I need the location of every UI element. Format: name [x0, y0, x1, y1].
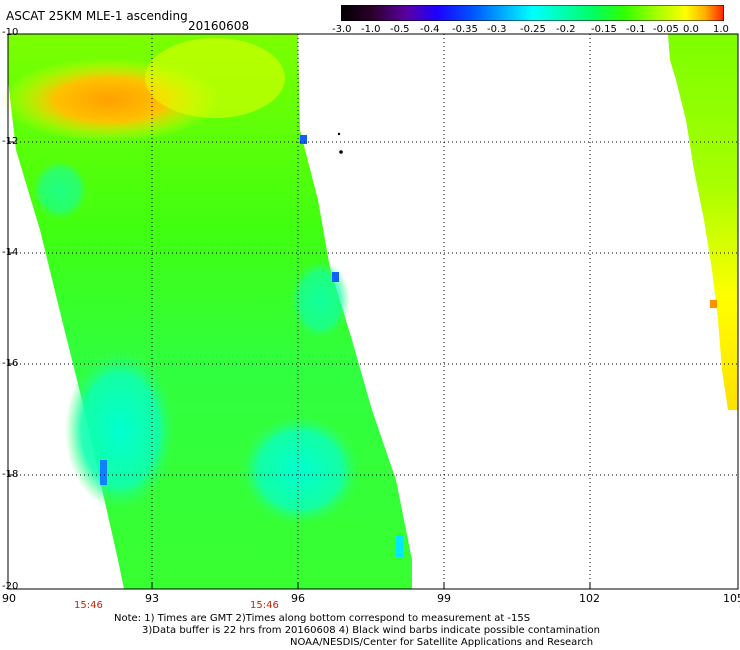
longitude-label: 96: [291, 592, 305, 605]
latitude-label: -10: [2, 27, 19, 38]
colorbar-label: -0.1: [626, 24, 646, 35]
product-date: 20160608: [188, 19, 250, 33]
low-value-area: [240, 415, 360, 525]
pass-time: 15:46: [250, 600, 279, 611]
colorbar-labels: -3.0 -1.0 -0.5 -0.4 -0.35 -0.3 -0.25 -0.…: [330, 24, 740, 38]
low-value-area: [65, 350, 175, 510]
latitude-label: -14: [2, 247, 19, 258]
colorbar-label: -0.05: [653, 24, 679, 35]
colorbar-label: -0.35: [452, 24, 478, 35]
colorbar-label: -0.25: [520, 24, 546, 35]
island-marker: [337, 132, 341, 136]
colorbar-label: -0.4: [420, 24, 440, 35]
colorbar-label: -0.5: [390, 24, 410, 35]
latitude-label: -12: [2, 136, 19, 147]
colorbar-label: -0.15: [591, 24, 617, 35]
latitude-label: -20: [2, 581, 19, 592]
low-value-area: [32, 160, 88, 220]
low-value-pixel: [300, 135, 307, 144]
low-value-pixel: [396, 535, 403, 557]
pass-time: 15:46: [74, 600, 103, 611]
longitude-label: 93: [145, 592, 159, 605]
colorbar-label: -3.0: [332, 24, 352, 35]
footnote-line: Note: 1) Times are GMT 2)Times along bot…: [114, 613, 531, 624]
low-value-pixel: [100, 460, 107, 485]
footnote-line: 3)Data buffer is 22 hrs from 20160608 4)…: [142, 625, 600, 636]
product-title: ASCAT 25KM MLE-1 ascending: [6, 9, 188, 23]
map-frame: [7, 33, 739, 590]
axis-ticks: [8, 141, 591, 589]
footnote-line: NOAA/NESDIS/Center for Satellite Applica…: [290, 637, 594, 648]
colorbar-label: 0.0: [683, 24, 699, 35]
low-value-pixel: [332, 272, 339, 282]
colorbar: [341, 5, 724, 21]
footnotes: Note: 1) Times are GMT 2)Times along bot…: [114, 613, 600, 649]
longitude-label: 102: [579, 592, 600, 605]
colorbar-label: -1.0: [361, 24, 381, 35]
longitude-label: 99: [437, 592, 451, 605]
latitude-label: -16: [2, 358, 19, 369]
high-value-pixel: [710, 300, 717, 308]
longitude-label: 105: [723, 592, 740, 605]
data-swath-east: [668, 34, 738, 410]
colorbar-label: 1.0: [713, 24, 729, 35]
island-marker: [339, 150, 343, 154]
colorbar-label: -0.2: [556, 24, 576, 35]
longitude-label: 90: [2, 592, 16, 605]
graticule: [8, 34, 738, 589]
high-value-area: [145, 38, 285, 118]
low-value-area: [290, 260, 350, 340]
colorbar-label: -0.3: [487, 24, 507, 35]
latitude-label: -18: [2, 469, 19, 480]
